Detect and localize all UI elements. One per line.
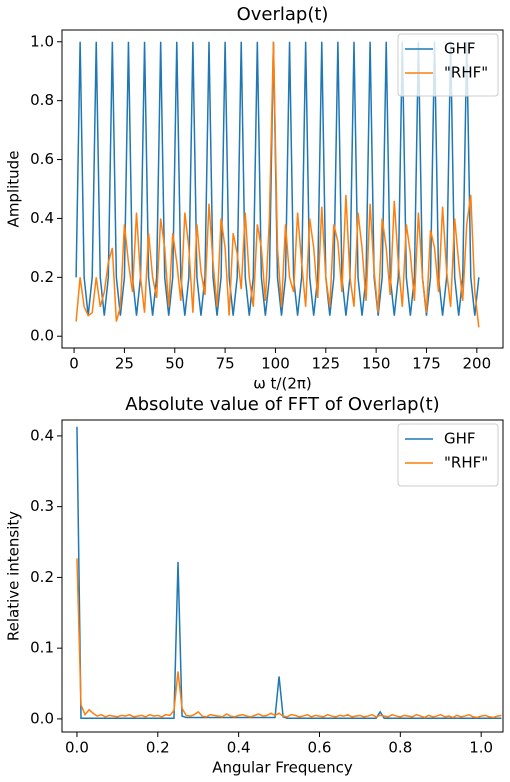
y-tick-label: 0.4 bbox=[30, 209, 54, 227]
y-tick-label: 0.2 bbox=[30, 568, 54, 586]
series-line bbox=[75, 41, 480, 328]
x-tick-label: 50 bbox=[165, 355, 184, 373]
x-tick-label: 150 bbox=[362, 355, 391, 373]
x-tick-label: 0.6 bbox=[308, 739, 332, 757]
y-tick-label: 0.0 bbox=[30, 709, 54, 727]
x-tick-label: 1.0 bbox=[469, 739, 493, 757]
legend-label: "RHF" bbox=[444, 454, 488, 472]
x-tick-label: 175 bbox=[412, 355, 441, 373]
series-line bbox=[76, 426, 502, 719]
x-tick-label: 75 bbox=[216, 355, 235, 373]
x-tick-label: 0.2 bbox=[146, 739, 170, 757]
x-tick-label: 100 bbox=[261, 355, 290, 373]
plot-frame bbox=[61, 419, 504, 733]
y-tick-label: 0.0 bbox=[30, 327, 54, 345]
x-tick-label: 0.4 bbox=[227, 739, 251, 757]
legend-label: GHF bbox=[444, 40, 476, 58]
chart-title: Overlap(t) bbox=[237, 4, 329, 25]
chart-title: Absolute value of FFT of Overlap(t) bbox=[125, 394, 439, 415]
y-tick-label: 1.0 bbox=[30, 32, 54, 50]
y-tick-label: 0.8 bbox=[30, 91, 54, 109]
y-tick-label: 0.3 bbox=[30, 497, 54, 515]
x-tick-label: 0.8 bbox=[388, 739, 412, 757]
x-tick-label: 25 bbox=[115, 355, 134, 373]
x-tick-label: 0 bbox=[69, 355, 79, 373]
y-tick-label: 0.2 bbox=[30, 268, 54, 286]
x-axis-label: ω t/(2π) bbox=[253, 375, 312, 393]
y-tick-label: 0.6 bbox=[30, 150, 54, 168]
y-axis-label: Amplitude bbox=[5, 151, 23, 228]
y-tick-label: 0.1 bbox=[30, 639, 54, 657]
x-tick-label: 0.0 bbox=[65, 739, 89, 757]
series-line bbox=[75, 41, 480, 316]
y-axis-label: Relative intensity bbox=[5, 511, 23, 641]
legend-label: "RHF" bbox=[444, 64, 488, 82]
x-tick-label: 125 bbox=[311, 355, 340, 373]
x-tick-label: 200 bbox=[463, 355, 492, 373]
x-axis-label: Angular Frequency bbox=[212, 759, 353, 777]
plot-frame bbox=[61, 29, 504, 349]
legend-label: GHF bbox=[444, 430, 476, 448]
series-line bbox=[76, 558, 502, 719]
y-tick-label: 0.4 bbox=[30, 426, 54, 444]
